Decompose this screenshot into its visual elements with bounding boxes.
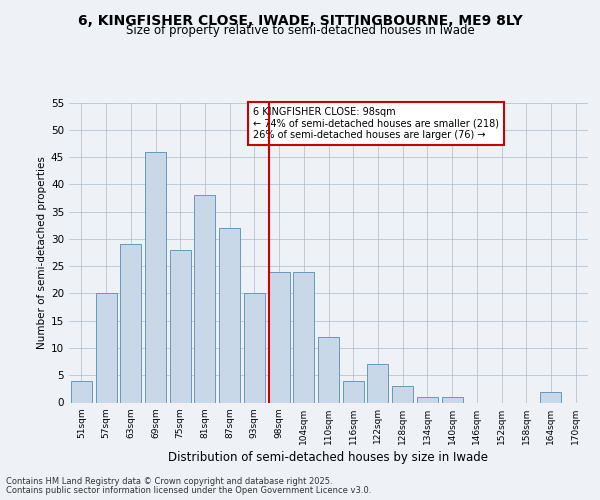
Bar	[269, 272, 290, 402]
X-axis label: Distribution of semi-detached houses by size in Iwade: Distribution of semi-detached houses by …	[169, 450, 488, 464]
Bar	[442, 397, 463, 402]
Bar	[392, 386, 413, 402]
Bar	[71, 380, 92, 402]
Bar	[343, 380, 364, 402]
Y-axis label: Number of semi-detached properties: Number of semi-detached properties	[37, 156, 47, 349]
Bar	[194, 195, 215, 402]
Bar	[244, 294, 265, 403]
Bar	[219, 228, 240, 402]
Bar	[170, 250, 191, 402]
Bar	[367, 364, 388, 403]
Bar	[541, 392, 562, 402]
Bar	[318, 337, 339, 402]
Bar	[145, 152, 166, 402]
Bar	[293, 272, 314, 402]
Text: 6 KINGFISHER CLOSE: 98sqm
← 74% of semi-detached houses are smaller (218)
26% of: 6 KINGFISHER CLOSE: 98sqm ← 74% of semi-…	[253, 107, 499, 140]
Text: 6, KINGFISHER CLOSE, IWADE, SITTINGBOURNE, ME9 8LY: 6, KINGFISHER CLOSE, IWADE, SITTINGBOURN…	[77, 14, 523, 28]
Text: Contains HM Land Registry data © Crown copyright and database right 2025.: Contains HM Land Registry data © Crown c…	[6, 477, 332, 486]
Text: Size of property relative to semi-detached houses in Iwade: Size of property relative to semi-detach…	[125, 24, 475, 37]
Text: Contains public sector information licensed under the Open Government Licence v3: Contains public sector information licen…	[6, 486, 371, 495]
Bar	[417, 397, 438, 402]
Bar	[120, 244, 141, 402]
Bar	[95, 294, 116, 403]
